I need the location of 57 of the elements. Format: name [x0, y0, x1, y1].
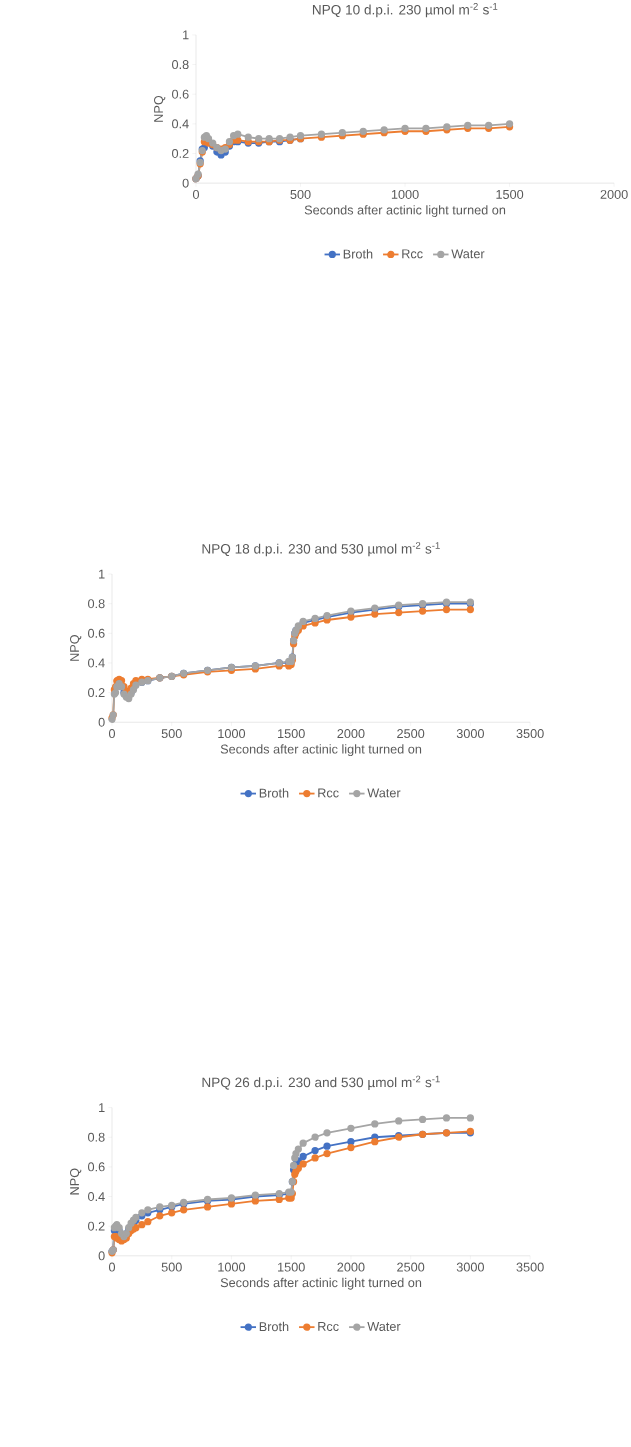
- y-tick-label: 0.2: [171, 148, 189, 158]
- y-tick-label: 0.2: [87, 1221, 105, 1231]
- legend-label: Water: [451, 249, 485, 259]
- y-tick-label: 0.2: [87, 688, 105, 698]
- legend-label: Broth: [343, 249, 373, 259]
- x-tick-label: 2000: [337, 729, 365, 739]
- x-axis-title: Seconds after actinic light turned on: [304, 205, 505, 217]
- y-tick-label: 1: [98, 569, 105, 579]
- x-tick-label: 3500: [516, 729, 544, 739]
- y-tick-label: 0: [98, 1251, 105, 1261]
- x-tick-label: 3000: [456, 1262, 484, 1272]
- x-tick-label: 500: [161, 1262, 182, 1272]
- x-tick-label: 0: [108, 729, 115, 739]
- legend-label: Water: [367, 1322, 401, 1331]
- legend-label: Rcc: [402, 249, 423, 259]
- y-tick-label: 0.6: [171, 89, 189, 99]
- y-axis-title: NPQ: [153, 95, 166, 122]
- x-tick-label: 1000: [218, 729, 245, 739]
- chart-title: NPQ 26 d.p.i. 230 and 530 µmol m$^{-2}$ s$^{-1}$: [202, 1075, 440, 1090]
- y-tick-label: 0: [98, 717, 105, 727]
- x-tick-label: 1500: [277, 729, 305, 739]
- x-tick-label: 1500: [277, 1262, 305, 1272]
- legend-label: Broth: [259, 788, 289, 798]
- y-tick-label: 0.8: [87, 1132, 105, 1142]
- x-tick-label: 1000: [391, 189, 419, 199]
- y-tick-label: 0.6: [87, 628, 105, 638]
- x-tick-label: 1000: [218, 1262, 245, 1272]
- chart-title: NPQ 18 d.p.i. 230 and 530 µmol m$^{-2}$ s$^{-1}$: [202, 542, 440, 557]
- y-axis-title: NPQ: [69, 634, 82, 661]
- x-axis-title: Seconds after actinic light turned on: [220, 1277, 421, 1290]
- x-tick-label: 3000: [456, 729, 484, 739]
- x-tick-label: 0: [192, 189, 199, 199]
- x-tick-label: 1500: [496, 189, 524, 199]
- chart-title: NPQ 10 d.p.i. 230 µmol m$^{-2}$ s$^{-1}$: [312, 3, 498, 18]
- y-axis-title: NPQ: [69, 1168, 82, 1195]
- y-tick-label: 0: [182, 178, 189, 188]
- x-tick-label: 500: [161, 729, 182, 739]
- legend-label: Water: [367, 788, 401, 798]
- y-tick-label: 0.8: [87, 599, 105, 609]
- x-tick-label: 0: [108, 1262, 115, 1272]
- legend-label: Rcc: [318, 1322, 339, 1331]
- y-tick-label: 0.6: [87, 1162, 105, 1172]
- y-tick-label: 0.4: [171, 119, 189, 129]
- y-tick-label: 0.4: [87, 1192, 105, 1202]
- x-tick-label: 2500: [397, 729, 425, 739]
- x-tick-label: 2500: [397, 1262, 425, 1272]
- y-tick-label: 1: [98, 1103, 105, 1112]
- x-tick-label: 2000: [337, 1262, 365, 1272]
- y-tick-label: 0.4: [87, 658, 105, 668]
- y-tick-label: 1: [182, 30, 189, 40]
- x-tick-label: 500: [290, 189, 311, 199]
- y-tick-label: 0.8: [171, 60, 189, 70]
- legend-label: Rcc: [318, 788, 339, 798]
- legend-label: Broth: [259, 1321, 289, 1332]
- x-tick-label: 2000: [600, 189, 628, 199]
- x-axis-title: Seconds after actinic light turned on: [220, 744, 421, 757]
- x-tick-label: 3500: [516, 1262, 544, 1272]
